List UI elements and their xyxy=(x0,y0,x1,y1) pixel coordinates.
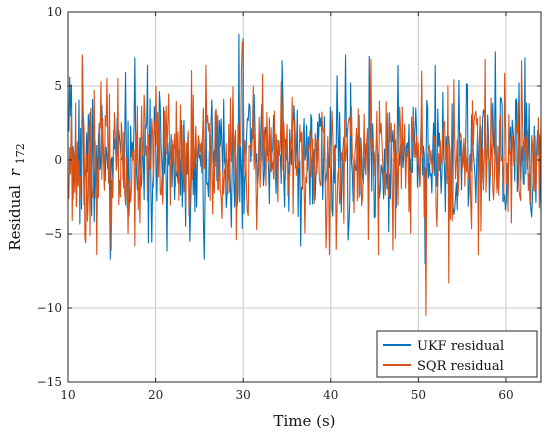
x-tick-label: 50 xyxy=(411,388,426,402)
legend-box xyxy=(376,330,538,378)
series-line-sqr xyxy=(67,41,542,316)
x-axis-label: Time (s) xyxy=(273,412,335,430)
y-tick-label: 5 xyxy=(54,79,62,93)
y-tick-label: 10 xyxy=(47,5,62,19)
y-axis-label: Residual r 172 xyxy=(6,143,27,250)
y-tick-label: −10 xyxy=(37,301,62,315)
x-tick-label: 20 xyxy=(148,388,163,402)
y-axis-label-main: Residual xyxy=(6,185,24,251)
x-tick-label: 60 xyxy=(498,388,513,402)
legend-label-ukf: UKF residual xyxy=(417,339,504,354)
x-tick-label: 30 xyxy=(236,388,251,402)
y-axis-label-sub: 172 xyxy=(14,143,27,164)
y-tick-label: 0 xyxy=(54,153,62,167)
x-tick-label: 40 xyxy=(323,388,338,402)
legend-label-sqr: SQR residual xyxy=(417,359,504,374)
x-tick-label: 10 xyxy=(60,388,75,402)
tick-marks xyxy=(67,11,541,383)
legend: UKF residual SQR residual xyxy=(376,330,538,378)
y-axis-label-var: r xyxy=(6,168,24,176)
y-tick-label: −5 xyxy=(44,227,62,241)
plot-frame xyxy=(67,11,542,383)
y-tick-label: −15 xyxy=(37,375,62,389)
series-layer xyxy=(67,33,542,316)
